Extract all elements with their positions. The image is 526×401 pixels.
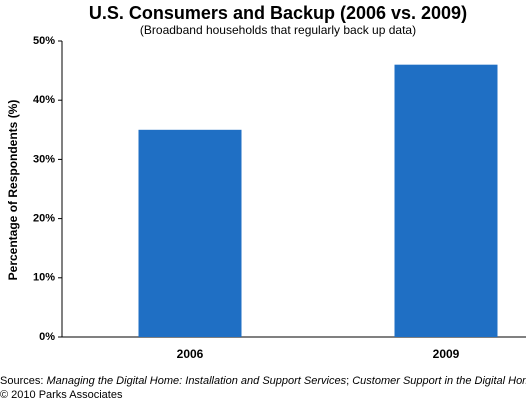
source-text: Managing the Digital Home: Installation … xyxy=(46,375,346,387)
copyright: © 2010 Parks Associates xyxy=(0,389,123,401)
y-axis-label: Percentage of Respondents (%) xyxy=(6,100,20,281)
bar xyxy=(138,129,242,337)
y-tick-label: 0% xyxy=(39,331,55,343)
source-text: ; xyxy=(346,375,352,387)
y-tick-label: 50% xyxy=(33,35,55,47)
bar xyxy=(394,64,498,338)
chart-title: U.S. Consumers and Backup (2006 vs. 2009… xyxy=(89,3,467,23)
y-tick-label: 10% xyxy=(33,272,55,284)
x-tick-label: 2006 xyxy=(177,347,204,361)
y-tick-label: 30% xyxy=(33,153,55,165)
y-tick-label: 40% xyxy=(33,94,55,106)
source: Sources: Managing the Digital Home: Inst… xyxy=(0,375,526,387)
y-tick-label: 20% xyxy=(33,213,55,225)
source-text: Customer Support in the Digital Home xyxy=(352,375,526,387)
source-text: Sources: xyxy=(0,375,46,387)
x-tick-label: 2009 xyxy=(433,347,460,361)
chart-subtitle: (Broadband households that regularly bac… xyxy=(140,23,416,37)
